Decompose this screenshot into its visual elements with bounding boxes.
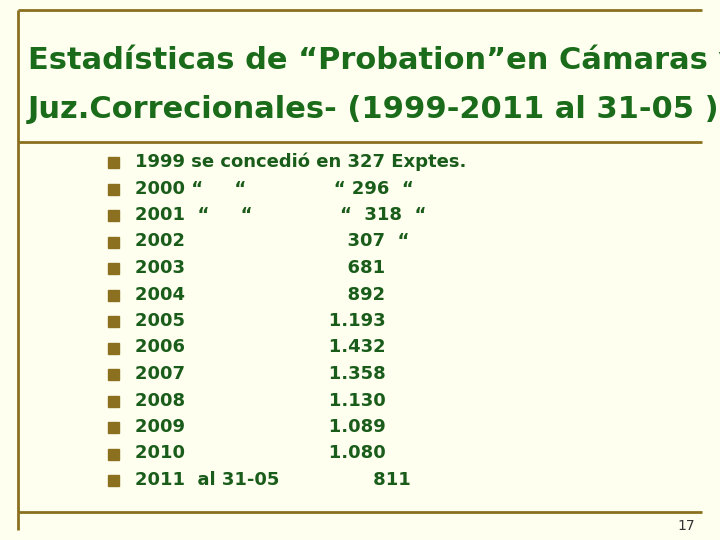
Text: 2002                          307  “: 2002 307 “ [135, 233, 410, 251]
Bar [108, 184, 119, 194]
Bar [108, 369, 119, 380]
Bar [108, 475, 119, 486]
Bar [108, 210, 119, 221]
Bar [108, 289, 119, 300]
Text: 1999 se concedió en 327 Exptes.: 1999 se concedió en 327 Exptes. [135, 153, 467, 171]
Text: Estadísticas de “Probation”en Cámaras y: Estadísticas de “Probation”en Cámaras y [28, 45, 720, 75]
Text: Juz.Correcionales- (1999-2011 al 31-05 ): Juz.Correcionales- (1999-2011 al 31-05 ) [28, 96, 719, 125]
Text: 2000 “     “              “ 296  “: 2000 “ “ “ 296 “ [135, 179, 414, 198]
Bar [108, 449, 119, 460]
Bar [108, 422, 119, 433]
Bar [108, 395, 119, 407]
Text: 2009                       1.089: 2009 1.089 [135, 418, 386, 436]
Bar [108, 237, 119, 247]
Text: 2001  “     “              “  318  “: 2001 “ “ “ 318 “ [135, 206, 426, 224]
Text: 2011  al 31-05               811: 2011 al 31-05 811 [135, 471, 410, 489]
Text: 2008                       1.130: 2008 1.130 [135, 392, 386, 409]
Bar [108, 263, 119, 274]
Bar [108, 342, 119, 354]
Bar [108, 316, 119, 327]
Text: 17: 17 [678, 519, 695, 533]
Text: 2003                          681: 2003 681 [135, 259, 385, 277]
Text: 2004                          892: 2004 892 [135, 286, 385, 303]
Text: 2010                       1.080: 2010 1.080 [135, 444, 386, 462]
Text: 2007                       1.358: 2007 1.358 [135, 365, 386, 383]
Text: 2005                       1.193: 2005 1.193 [135, 312, 386, 330]
Text: 2006                       1.432: 2006 1.432 [135, 339, 386, 356]
Bar [108, 157, 119, 168]
